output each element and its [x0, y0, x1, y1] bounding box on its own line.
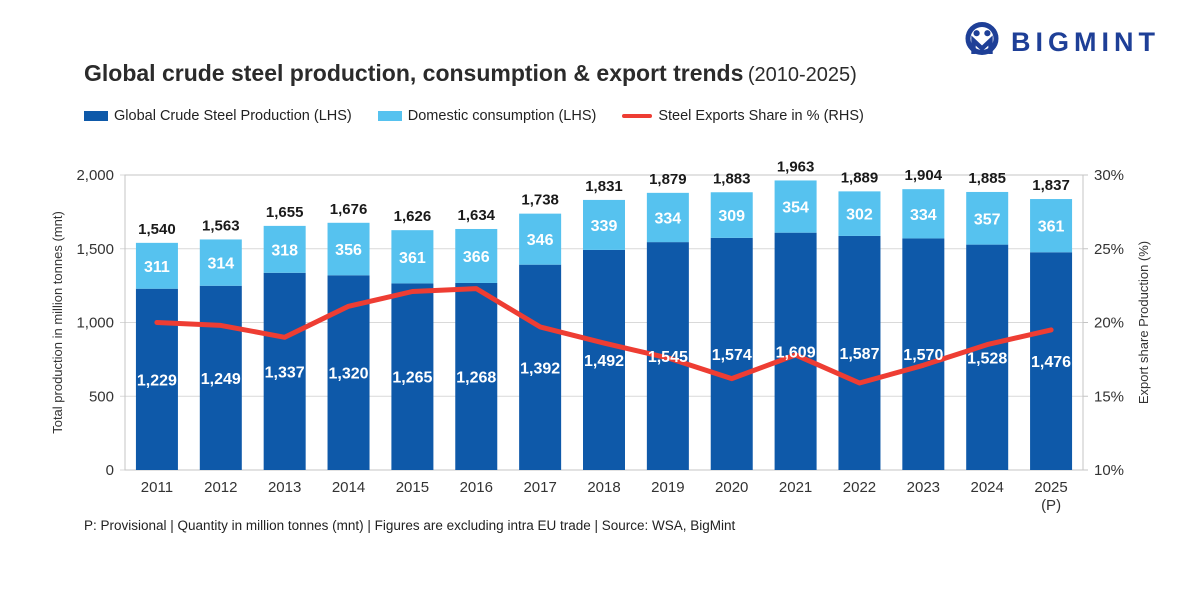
legend-label: Domestic consumption (LHS) — [407, 108, 597, 124]
svg-text:339: 339 — [591, 218, 618, 235]
svg-text:2014: 2014 — [332, 479, 365, 496]
svg-text:1,885: 1,885 — [968, 170, 1006, 187]
legend-item-production: Global Crude Steel Production (LHS) — [84, 108, 352, 124]
svg-text:1,545: 1,545 — [648, 349, 688, 366]
svg-text:10%: 10% — [1094, 462, 1124, 479]
svg-text:2011: 2011 — [141, 479, 173, 496]
svg-text:30%: 30% — [1094, 167, 1124, 184]
svg-text:1,963: 1,963 — [777, 158, 815, 175]
svg-text:0: 0 — [106, 462, 114, 479]
svg-text:1,587: 1,587 — [839, 346, 879, 363]
chart-title: Global crude steel production, consumpti… — [84, 60, 744, 86]
chart-legend: Global Crude Steel Production (LHS) Dome… — [84, 108, 864, 124]
svg-text:25%: 25% — [1094, 241, 1124, 258]
legend-label: Global Crude Steel Production (LHS) — [114, 108, 352, 124]
bigmint-logo-text: BIGMINT — [1011, 27, 1160, 57]
svg-text:366: 366 — [463, 249, 490, 266]
svg-text:1,229: 1,229 — [137, 372, 177, 389]
svg-text:2020: 2020 — [715, 479, 748, 496]
svg-text:Export share Production (%): Export share Production (%) — [1136, 241, 1151, 404]
svg-text:346: 346 — [527, 232, 554, 249]
svg-text:1,476: 1,476 — [1031, 354, 1071, 371]
svg-text:361: 361 — [1038, 219, 1065, 236]
svg-text:1,249: 1,249 — [201, 371, 241, 388]
svg-text:1,574: 1,574 — [712, 347, 752, 364]
svg-text:2,000: 2,000 — [76, 167, 114, 184]
exports-line-swatch-icon — [622, 114, 653, 118]
svg-text:1,392: 1,392 — [520, 360, 560, 377]
chart-title-period: (2010-2025) — [747, 64, 857, 86]
svg-text:2024: 2024 — [971, 479, 1004, 496]
svg-text:Total production in million to: Total production in million tonnes (mnt) — [50, 211, 65, 434]
svg-text:318: 318 — [271, 242, 298, 259]
svg-text:1,879: 1,879 — [649, 171, 687, 188]
svg-text:2015: 2015 — [396, 479, 429, 496]
svg-text:1,676: 1,676 — [330, 201, 368, 218]
svg-text:1,889: 1,889 — [841, 169, 879, 186]
legend-label: Steel Exports Share in % (RHS) — [658, 108, 864, 124]
svg-text:1,268: 1,268 — [456, 369, 496, 386]
svg-text:361: 361 — [399, 250, 426, 267]
svg-text:2023: 2023 — [907, 479, 940, 496]
svg-text:1,831: 1,831 — [585, 178, 623, 195]
svg-text:2017: 2017 — [523, 479, 556, 496]
svg-text:2019: 2019 — [651, 479, 684, 496]
svg-text:2021: 2021 — [779, 479, 812, 496]
svg-text:15%: 15% — [1094, 388, 1124, 405]
svg-text:334: 334 — [655, 210, 682, 227]
svg-text:311: 311 — [144, 259, 170, 276]
page-title: Global crude steel production, consumpti… — [84, 60, 857, 87]
svg-text:1,528: 1,528 — [967, 350, 1007, 367]
svg-text:2022: 2022 — [843, 479, 876, 496]
svg-text:1,738: 1,738 — [521, 192, 559, 209]
svg-text:1,837: 1,837 — [1032, 177, 1070, 194]
svg-text:334: 334 — [910, 207, 937, 224]
svg-text:1,265: 1,265 — [392, 370, 432, 387]
svg-text:1,904: 1,904 — [905, 167, 943, 184]
bigmint-logo-icon — [962, 20, 1002, 65]
svg-text:302: 302 — [846, 207, 873, 224]
svg-text:1,609: 1,609 — [776, 344, 816, 361]
svg-text:1,563: 1,563 — [202, 217, 240, 234]
svg-text:1,626: 1,626 — [394, 208, 432, 225]
production-swatch-icon — [84, 111, 108, 121]
svg-text:1,540: 1,540 — [138, 221, 176, 238]
svg-text:20%: 20% — [1094, 315, 1124, 332]
svg-text:2018: 2018 — [587, 479, 620, 496]
svg-text:1,000: 1,000 — [76, 315, 114, 332]
svg-text:314: 314 — [207, 256, 234, 273]
svg-text:(P): (P) — [1041, 497, 1061, 514]
svg-text:1,634: 1,634 — [457, 207, 495, 224]
svg-text:354: 354 — [782, 200, 809, 217]
svg-text:309: 309 — [718, 208, 745, 225]
svg-text:2025: 2025 — [1034, 479, 1067, 496]
svg-text:1,655: 1,655 — [266, 204, 304, 221]
svg-text:1,320: 1,320 — [329, 366, 369, 383]
svg-text:1,883: 1,883 — [713, 170, 751, 187]
svg-text:1,500: 1,500 — [76, 241, 114, 258]
legend-item-consumption: Domestic consumption (LHS) — [377, 108, 597, 124]
footnote: P: Provisional | Quantity in million ton… — [84, 518, 736, 533]
svg-text:356: 356 — [335, 242, 362, 259]
svg-text:357: 357 — [974, 211, 1001, 228]
svg-text:2016: 2016 — [460, 479, 493, 496]
svg-text:1,570: 1,570 — [903, 347, 943, 364]
svg-text:2012: 2012 — [204, 479, 237, 496]
consumption-swatch-icon — [377, 111, 402, 121]
svg-text:500: 500 — [89, 388, 114, 405]
bigmint-logo: BIGMINT — [962, 20, 1160, 65]
svg-text:1,337: 1,337 — [265, 364, 305, 381]
svg-text:2013: 2013 — [268, 479, 301, 496]
svg-text:1,492: 1,492 — [584, 353, 624, 370]
legend-item-exports-share: Steel Exports Share in % (RHS) — [622, 108, 864, 124]
